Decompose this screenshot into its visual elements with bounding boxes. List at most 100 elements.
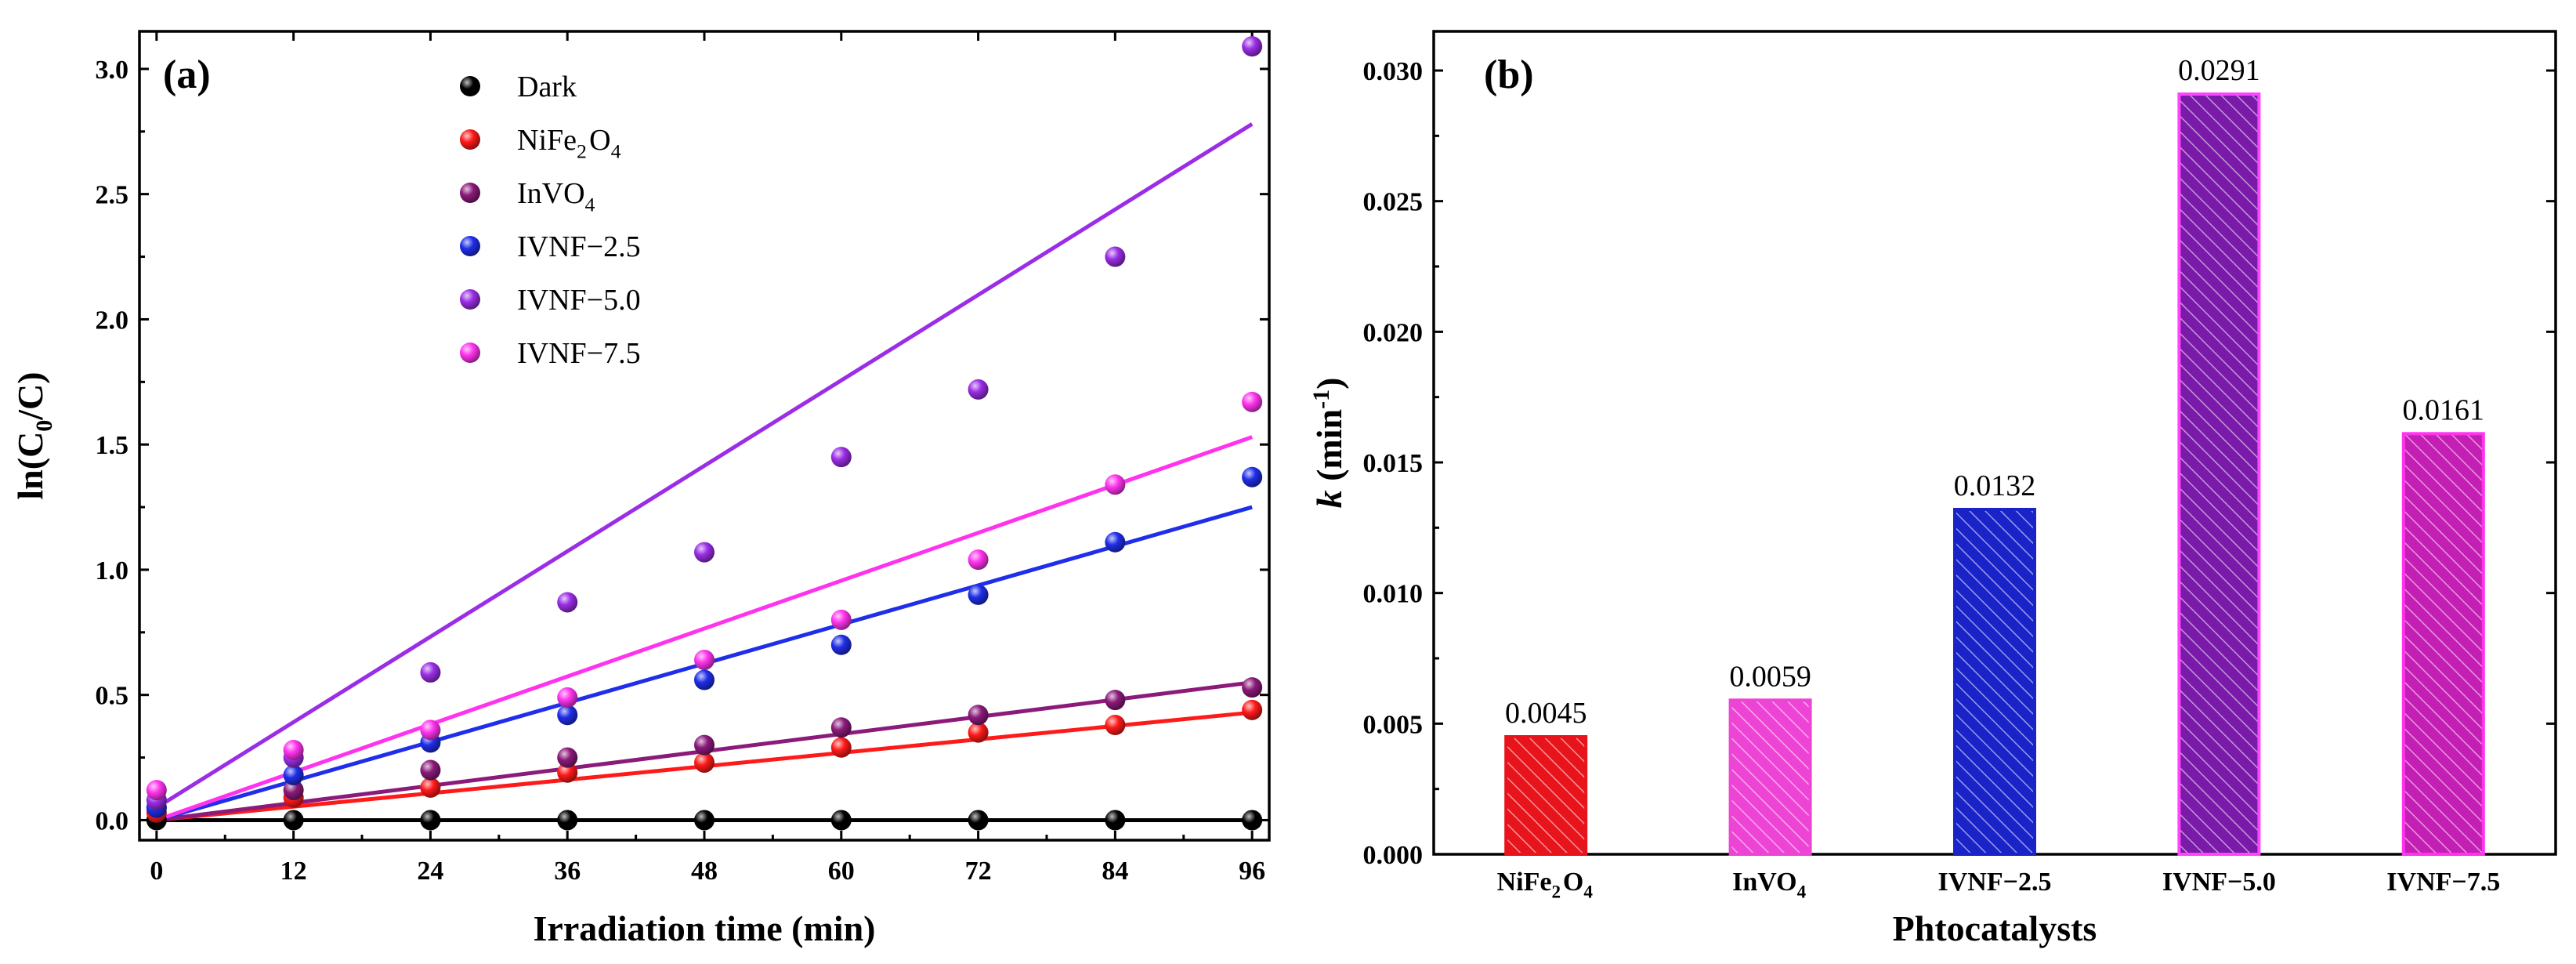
y-tick-label-b: 0.005 <box>1363 710 1424 739</box>
data-point-NiFe2O4 <box>694 752 715 773</box>
data-point-InVO4 <box>557 747 578 768</box>
bar-IVNF−5.0 <box>2177 92 2261 856</box>
data-point-Dark <box>694 810 715 831</box>
data-point-IVNF−5.0 <box>694 542 715 563</box>
x-axis-title-b: Phtocatalysts <box>1893 908 2097 948</box>
y-tick-label-b: 0.025 <box>1363 188 1424 217</box>
legend-label-IVNF−5.0: IVNF−5.0 <box>517 284 641 317</box>
data-point-IVNF−7.5 <box>968 549 989 571</box>
y-tick-label-a: 2.5 <box>96 181 129 210</box>
y-tick-label-b: 0.010 <box>1363 580 1424 609</box>
data-point-IVNF−7.5 <box>420 719 441 741</box>
data-point-InVO4 <box>1242 677 1263 698</box>
data-point-NiFe2O4 <box>557 762 578 783</box>
data-point-Dark <box>557 810 578 831</box>
bar-IVNF−7.5 <box>2401 432 2485 856</box>
x-category-label-b: IVNF−5.0 <box>2162 868 2276 897</box>
panel-a-scatter-plot: 0 12 24 36 48 60 72 84 96 0.0 0.5 1.0 1.5 2.0 2.5 3.0 Da… <box>10 30 1271 948</box>
data-point-IVNF−2.5 <box>694 669 715 690</box>
fit-line-IVNF−7.5 <box>156 435 1253 822</box>
data-point-IVNF−2.5 <box>283 764 304 785</box>
legend-label-IVNF−2.5: IVNF−2.5 <box>517 230 641 263</box>
data-point-Dark <box>1242 810 1263 831</box>
x-tick-label-a: 96 <box>1239 857 1265 886</box>
x-category-label-b: NiFe2 O4 <box>1497 868 1595 903</box>
data-point-IVNF−7.5 <box>557 687 578 708</box>
data-point-IVNF−7.5 <box>830 609 852 630</box>
y-tick-label-b: 0.015 <box>1363 449 1424 478</box>
x-category-label-b: IVNF−7.5 <box>2386 868 2500 897</box>
x-tick-label-a: 0 <box>150 857 163 886</box>
data-point-IVNF−2.5 <box>1242 466 1263 487</box>
legend-marker-InVO4 <box>460 183 480 203</box>
data-point-IVNF−7.5 <box>694 649 715 670</box>
y-tick-label-a: 1.5 <box>96 431 129 460</box>
legend-marker-Dark <box>460 76 480 96</box>
x-axis-title-a: Irradiation time (min) <box>534 908 876 948</box>
x-tick-label-a: 72 <box>965 857 992 886</box>
x-tick-label-a: 36 <box>554 857 581 886</box>
legend-marker-NiFe2O4 <box>460 129 480 150</box>
panel-label-a: (a) <box>163 53 211 97</box>
y-axis-title-a: ln(C0/C) <box>10 371 57 499</box>
legend-label-InVO4: InVO4 <box>517 177 598 216</box>
bar-NiFe2O4 <box>1504 735 1588 856</box>
data-point-IVNF−2.5 <box>1105 531 1126 553</box>
x-tick-label-a: 84 <box>1102 857 1128 886</box>
data-point-Dark <box>968 810 989 831</box>
x-tick-label-a: 24 <box>417 857 443 886</box>
y-tick-label-b: 0.030 <box>1363 57 1424 86</box>
y-tick-label-a: 2.0 <box>96 306 129 335</box>
data-point-InVO4 <box>283 780 304 801</box>
x-tick-label-a: 12 <box>280 857 307 886</box>
fit-line-IVNF−5.0 <box>155 122 1254 810</box>
data-point-IVNF−5.0 <box>557 592 578 613</box>
legend-label-NiFe2O4: NiFe2 O4 <box>517 124 624 163</box>
data-point-InVO4 <box>1105 690 1126 711</box>
data-point-NiFe2O4 <box>968 722 989 743</box>
data-point-IVNF−5.0 <box>420 661 441 683</box>
y-tick-label-a: 0.5 <box>96 682 129 711</box>
y-tick-label-b: 0.000 <box>1363 841 1424 870</box>
bar-InVO4 <box>1728 698 1812 856</box>
y-axis-title-b: k (min-1) <box>1308 378 1349 509</box>
data-point-InVO4 <box>968 705 989 726</box>
plot-frame-a <box>138 30 1271 842</box>
legend-marker-IVNF−5.0 <box>460 289 480 310</box>
data-point-IVNF−7.5 <box>283 739 304 760</box>
data-point-NiFe2O4 <box>420 777 441 798</box>
data-point-NiFe2O4 <box>1105 715 1126 736</box>
panel-label-b: (b) <box>1484 53 1534 97</box>
legend-marker-IVNF−2.5 <box>460 236 480 256</box>
panel-b-bar-chart: 0.000 0.005 0.010 0.015 0.020 0.025 0.030 0.004… <box>1308 30 2557 948</box>
data-point-IVNF−2.5 <box>557 705 578 726</box>
legend-label-IVNF−7.5: IVNF−7.5 <box>517 337 641 370</box>
bar-value-label: 0.0045 <box>1505 697 1587 730</box>
data-point-IVNF−7.5 <box>146 780 167 801</box>
data-point-IVNF−5.0 <box>1242 36 1263 57</box>
data-point-InVO4 <box>420 759 441 781</box>
bar-value-label: 0.0161 <box>2403 393 2485 426</box>
data-point-InVO4 <box>830 717 852 738</box>
bar-value-label: 0.0291 <box>2178 54 2260 87</box>
bar-value-label: 0.0059 <box>1729 660 1811 693</box>
x-tick-label-a: 60 <box>828 857 855 886</box>
data-point-NiFe2O4 <box>1242 699 1263 720</box>
data-point-IVNF−2.5 <box>968 584 989 605</box>
bar-IVNF−2.5 <box>1953 508 2036 856</box>
data-point-IVNF−7.5 <box>1105 474 1126 495</box>
data-point-Dark <box>420 810 441 831</box>
bar-value-label: 0.0132 <box>1954 469 2036 502</box>
data-point-Dark <box>283 810 304 831</box>
data-point-InVO4 <box>694 734 715 756</box>
y-tick-label-b: 0.020 <box>1363 318 1424 347</box>
data-point-IVNF−5.0 <box>1105 246 1126 267</box>
x-tick-label-a: 48 <box>691 857 718 886</box>
data-point-Dark <box>830 810 852 831</box>
data-point-IVNF−2.5 <box>830 634 852 655</box>
x-category-label-b: InVO4 <box>1732 868 1808 903</box>
data-point-IVNF−7.5 <box>1242 391 1263 412</box>
x-category-label-b: IVNF−2.5 <box>1938 868 2052 897</box>
legend-label-Dark: Dark <box>517 71 577 103</box>
